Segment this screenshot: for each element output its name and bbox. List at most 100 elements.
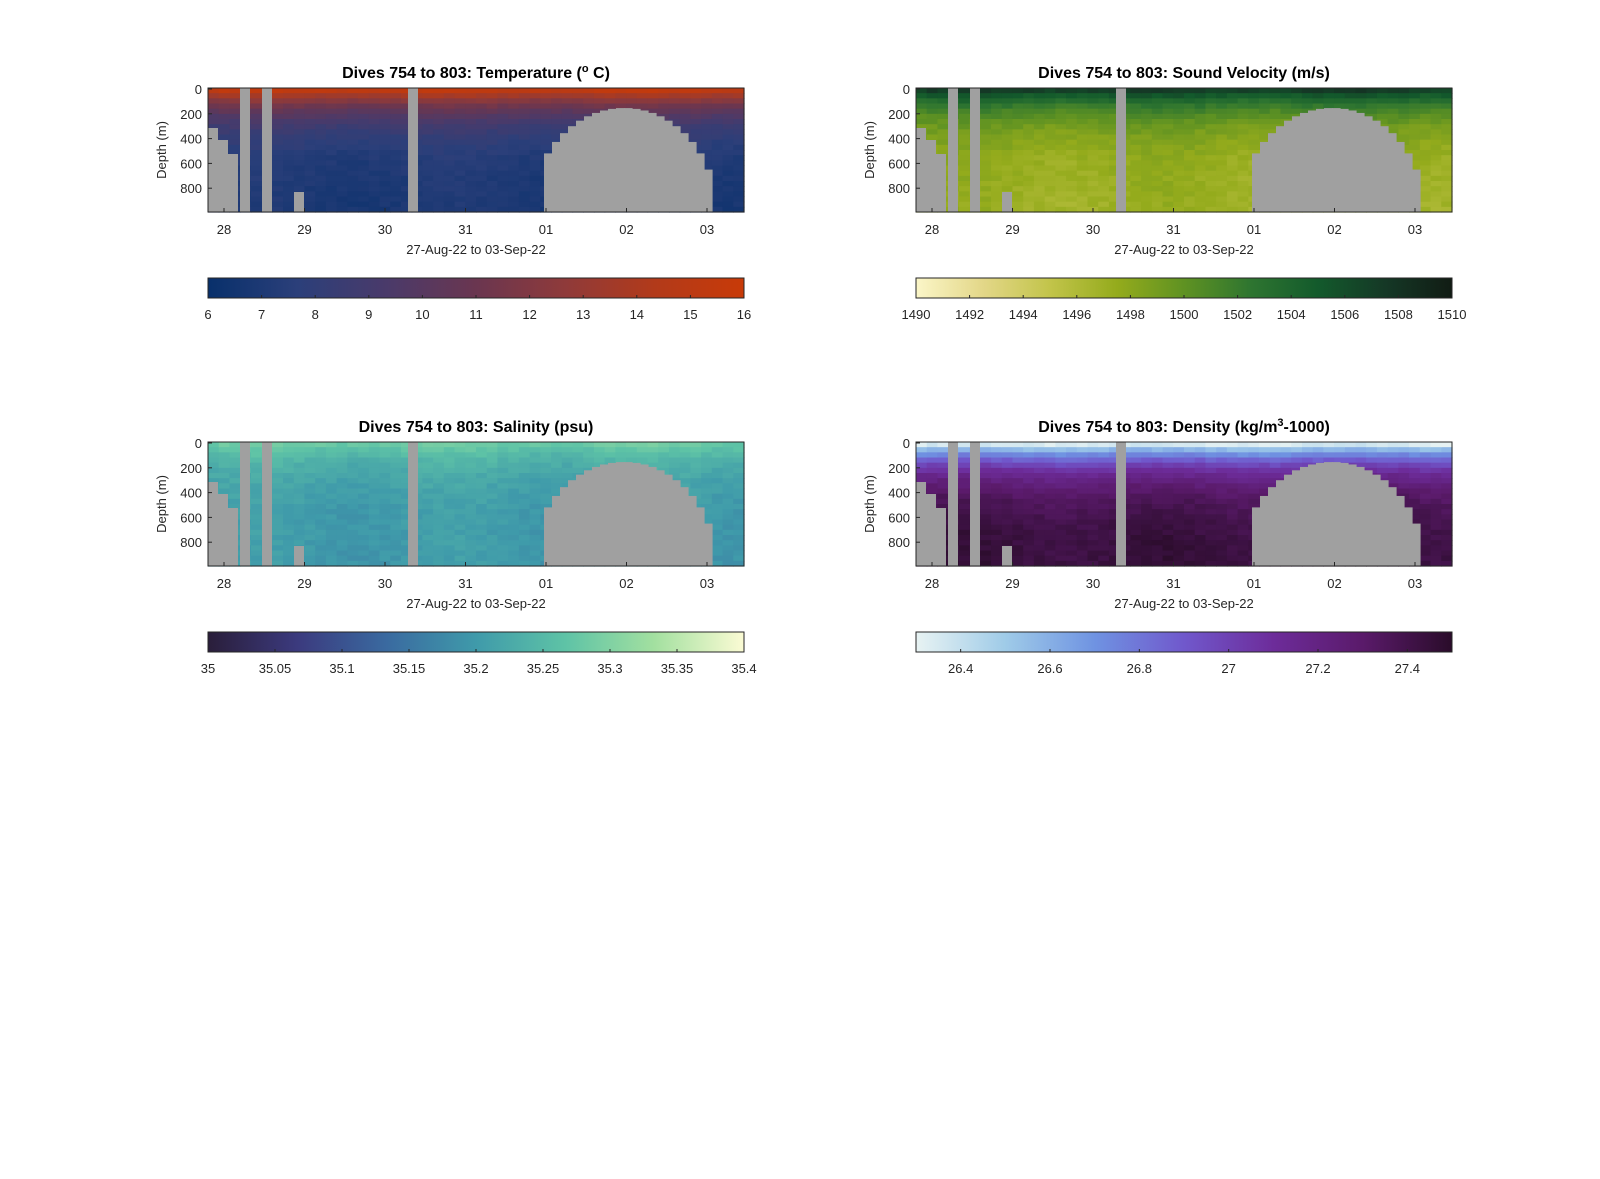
temperature-cell xyxy=(701,150,713,156)
salinity-cell xyxy=(433,442,445,448)
salinity-cell xyxy=(325,540,338,546)
salinity-cell xyxy=(733,509,745,515)
sound-velocity-cell xyxy=(1087,150,1099,156)
temperature-cell xyxy=(583,103,595,110)
density-cell xyxy=(1001,488,1014,495)
salinity-cell xyxy=(476,524,488,531)
salinity-cell xyxy=(476,529,488,536)
sound-velocity-cell xyxy=(1430,150,1442,156)
temperature-cell xyxy=(518,206,531,213)
salinity-cell xyxy=(272,524,284,531)
sound-velocity-cell xyxy=(1441,113,1453,120)
sound-velocity-cell xyxy=(1259,113,1271,120)
sound-velocity-cell xyxy=(1409,98,1421,105)
salinity-cell xyxy=(358,478,370,484)
sound-velocity-cell xyxy=(1194,206,1207,213)
sound-velocity-cell xyxy=(916,113,928,120)
temperature-cell xyxy=(733,144,745,151)
salinity-cell xyxy=(315,442,327,448)
sound-velocity-cell xyxy=(1151,150,1164,156)
density-cell xyxy=(1184,504,1196,510)
temperature-cell xyxy=(293,155,306,161)
density-cell xyxy=(1023,478,1035,484)
seafloor-region xyxy=(608,462,617,566)
salinity-cell xyxy=(497,529,509,536)
density-cell xyxy=(991,462,1003,469)
salinity-cell xyxy=(733,473,745,479)
temperature-cell xyxy=(583,93,595,99)
temperature-cell xyxy=(304,155,316,161)
sound-velocity-cell xyxy=(1205,206,1217,213)
density-cell xyxy=(1237,519,1249,526)
salinity-cell xyxy=(733,488,745,495)
salinity-cell xyxy=(422,555,434,562)
salinity-cell xyxy=(400,447,413,453)
sound-velocity-cell xyxy=(1141,175,1153,182)
density-cell xyxy=(1130,442,1142,448)
temperature-cell xyxy=(529,88,541,94)
density-cell xyxy=(1151,452,1164,459)
salinity-cell xyxy=(701,483,713,490)
sound-velocity-cell xyxy=(1441,170,1453,177)
sound-velocity-cell xyxy=(1130,175,1142,182)
salinity-cell xyxy=(476,488,488,495)
temperature-cell xyxy=(518,108,531,115)
sound-velocity-cell xyxy=(1387,113,1399,120)
salinity-cell xyxy=(422,529,434,536)
sound-velocity-cell xyxy=(1033,93,1046,99)
temperature-cell xyxy=(604,88,616,94)
density-cell xyxy=(1323,452,1335,459)
sound-velocity-cell xyxy=(1066,191,1078,198)
temperature-cell xyxy=(229,144,241,151)
sound-velocity-cell xyxy=(1044,134,1056,141)
temperature-cell xyxy=(733,201,745,208)
temperature-cell xyxy=(325,206,338,213)
sound-velocity-cell xyxy=(1419,206,1432,213)
density-cell xyxy=(1141,442,1153,448)
sound-velocity-cell xyxy=(1173,103,1185,110)
density-cell xyxy=(1033,529,1046,536)
temperature-cell xyxy=(465,186,477,192)
temperature-cell xyxy=(390,129,402,136)
salinity-cell xyxy=(518,540,531,546)
temperature-cell xyxy=(465,129,477,136)
salinity-cell xyxy=(325,488,338,495)
sound-velocity-cell xyxy=(1044,88,1056,94)
seafloor-region xyxy=(640,110,649,212)
salinity-cell xyxy=(229,473,241,479)
salinity-cell xyxy=(358,498,370,505)
temperature-cell xyxy=(540,150,552,156)
density-cell xyxy=(991,467,1003,474)
density-cell xyxy=(1280,462,1292,469)
salinity-cell xyxy=(465,447,477,453)
salinity-cell xyxy=(529,473,541,479)
sound-velocity-cell xyxy=(1184,124,1196,130)
density-cell xyxy=(937,488,949,495)
salinity-cell xyxy=(433,473,445,479)
salinity-cell xyxy=(465,509,477,515)
sound-velocity-cell xyxy=(1248,150,1260,156)
density-cell xyxy=(1216,514,1228,521)
temperature-cell xyxy=(358,88,370,94)
density-cell xyxy=(1173,504,1185,510)
salinity-cell xyxy=(336,478,348,484)
salinity-cell xyxy=(368,519,381,526)
sound-velocity-cell xyxy=(1023,181,1035,187)
temperature-cell xyxy=(701,134,713,141)
temperature-cell xyxy=(711,88,724,94)
salinity-cell xyxy=(508,467,520,474)
temperature-cell xyxy=(368,191,381,198)
density-cell xyxy=(1173,488,1185,495)
density-cell xyxy=(1066,504,1078,510)
salinity-cell xyxy=(304,550,316,557)
sound-velocity-cell xyxy=(1312,98,1324,105)
density-cell xyxy=(1248,504,1260,510)
temperature-cell xyxy=(733,206,745,213)
density-cell xyxy=(991,529,1003,536)
temperature-cell xyxy=(390,134,402,141)
salinity-cell xyxy=(476,467,488,474)
density-cell xyxy=(1162,555,1174,562)
density-cell xyxy=(1130,550,1142,557)
salinity-cell xyxy=(358,504,370,510)
density-cell xyxy=(1280,442,1292,448)
